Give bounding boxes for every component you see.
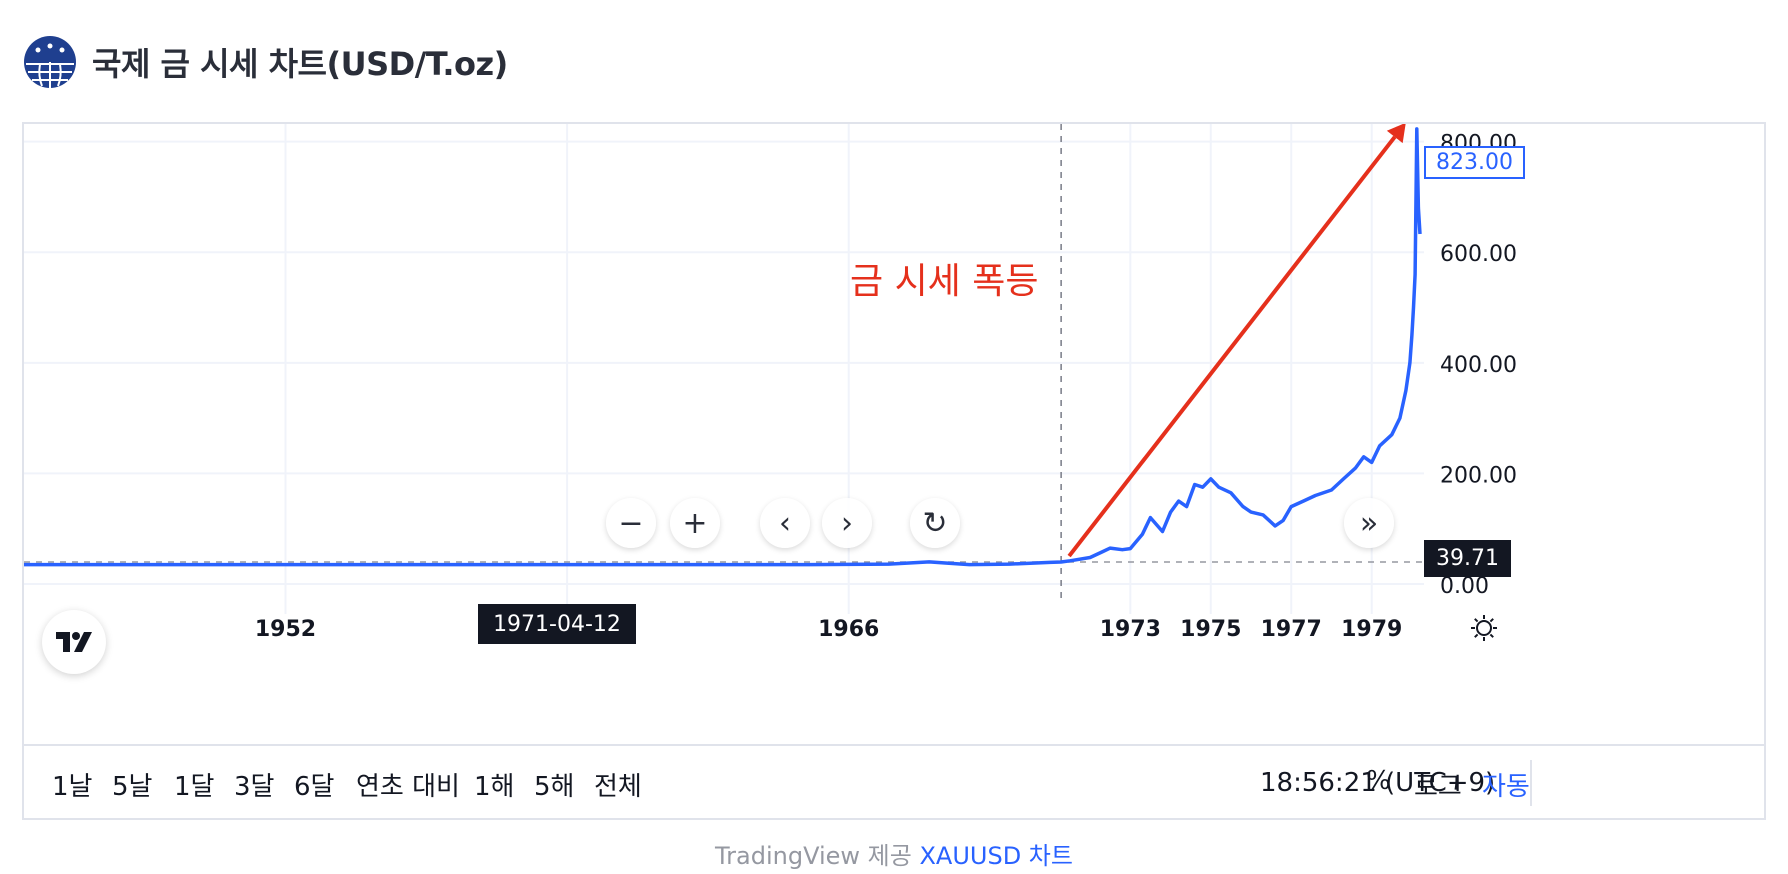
- x-tick-label: 1973: [1100, 617, 1161, 642]
- scroll-to-realtime-button[interactable]: »: [1344, 498, 1394, 548]
- annotation-arrowhead: [1386, 124, 1406, 144]
- reset-icon[interactable]: ↻: [910, 498, 960, 548]
- range-button-ytd[interactable]: 연초 대비: [356, 772, 460, 802]
- range-button-1m[interactable]: 1달: [174, 772, 215, 802]
- settings-icon[interactable]: [1468, 612, 1500, 644]
- x-tick-label: 1975: [1180, 617, 1241, 642]
- range-button-all[interactable]: 전체: [594, 772, 642, 802]
- price-chart[interactable]: 0.00200.00400.00600.00800.00195219591966…: [24, 124, 1764, 744]
- bottom-toolbar: 1날 5날 1달 3달 6달 연초 대비 1해 5해 전체 18:56:21 (…: [24, 744, 1764, 820]
- range-button-1d[interactable]: 1날: [52, 772, 93, 802]
- scroll-left-button[interactable]: ‹: [760, 498, 810, 548]
- crosshair-date-label: 1971-04-12: [478, 604, 636, 644]
- log-scale-button[interactable]: 로그: [1414, 772, 1462, 802]
- last-price-label: 823.00: [1424, 146, 1525, 179]
- x-tick-label: 1952: [255, 617, 316, 642]
- x-tick-label: 1966: [818, 617, 879, 642]
- range-button-5d[interactable]: 5날: [112, 772, 153, 802]
- range-button-6m[interactable]: 6달: [294, 772, 335, 802]
- zoom-in-button[interactable]: +: [670, 498, 720, 548]
- price-line: [24, 127, 1422, 567]
- tradingview-logo[interactable]: [42, 610, 106, 674]
- page-header: 국제 금 시세 차트(USD/T.oz): [22, 36, 508, 88]
- globe-logo-icon: [24, 36, 76, 88]
- page-title: 국제 금 시세 차트(USD/T.oz): [92, 45, 508, 83]
- symbol-chart-link[interactable]: XAUUSD 차트: [919, 842, 1073, 870]
- tradingview-icon: [56, 632, 92, 652]
- y-tick-label: 600.00: [1440, 242, 1517, 267]
- percent-button[interactable]: %: [1366, 766, 1391, 796]
- credit-prefix: TradingView 제공: [715, 842, 912, 870]
- range-button-5y[interactable]: 5해: [534, 772, 575, 802]
- clock-label[interactable]: 18:56:21 (UTC+9): [1260, 768, 1496, 798]
- zoom-out-button[interactable]: −: [606, 498, 656, 548]
- chart-widget: 0.00200.00400.00600.00800.00195219591966…: [22, 122, 1766, 820]
- range-button-1y[interactable]: 1해: [474, 772, 515, 802]
- x-tick-label: 1979: [1341, 617, 1402, 642]
- range-button-3m[interactable]: 3달: [234, 772, 275, 802]
- y-tick-label: 400.00: [1440, 353, 1517, 378]
- auto-scale-button[interactable]: 자동: [1482, 772, 1530, 802]
- y-tick-label: 200.00: [1440, 463, 1517, 488]
- chart-annotation: 금 시세 폭등: [850, 261, 1039, 302]
- credit-line: TradingView 제공 XAUUSD 차트: [0, 836, 1788, 871]
- toolbar-divider: [1530, 760, 1532, 806]
- scroll-right-button[interactable]: ›: [822, 498, 872, 548]
- annotation-arrow: [1067, 135, 1397, 558]
- x-tick-label: 1977: [1261, 617, 1322, 642]
- y-tick-label: 0.00: [1440, 574, 1489, 599]
- crosshair-price-label: 39.71: [1424, 540, 1511, 577]
